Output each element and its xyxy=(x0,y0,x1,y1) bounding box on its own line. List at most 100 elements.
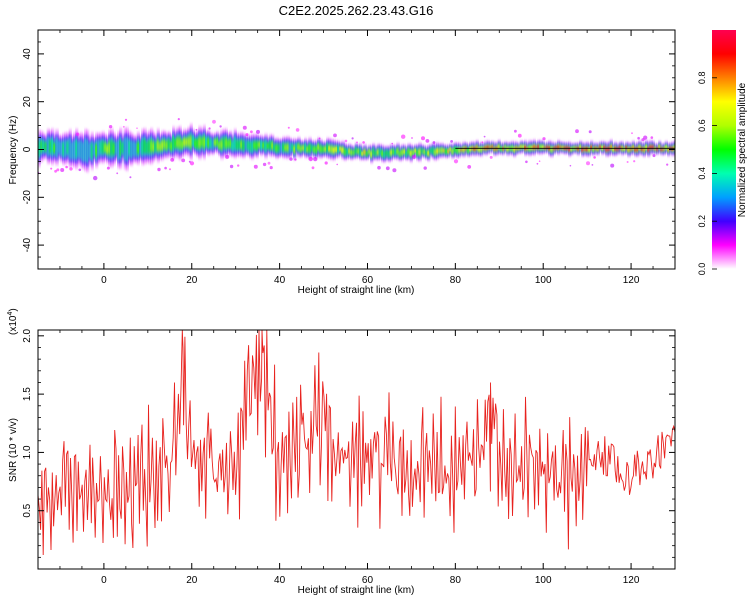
heatmap-speckle xyxy=(256,129,260,134)
heatmap-cell xyxy=(161,142,164,149)
heatmap-cell xyxy=(38,141,41,156)
heatmap-speckle xyxy=(253,164,258,169)
heatmap-cell xyxy=(632,146,635,149)
heatmap-cell xyxy=(200,139,204,146)
heatmap-cell xyxy=(376,150,380,155)
heatmap-speckle xyxy=(106,166,110,170)
heatmap-speckle xyxy=(517,133,522,138)
heatmap-cell xyxy=(271,143,274,149)
heatmap-cell xyxy=(370,152,373,157)
heatmap-cell xyxy=(66,142,70,154)
heatmap-cell xyxy=(185,139,189,146)
heatmap-cell xyxy=(53,144,57,152)
heatmap-cell xyxy=(449,148,453,151)
heatmap-cell xyxy=(403,150,406,153)
heatmap-cell xyxy=(297,144,301,150)
heatmap-cell xyxy=(178,139,182,148)
heatmap-cell xyxy=(519,146,523,148)
heatmap-cell xyxy=(93,142,96,157)
heatmap-cell xyxy=(478,148,481,151)
heatmap-cell xyxy=(453,147,457,151)
heatmap-cell xyxy=(123,137,127,161)
heatmap-cell xyxy=(541,146,545,149)
heatmap-cell xyxy=(506,148,510,150)
x-tick-label: 0 xyxy=(101,575,107,586)
heatmap-speckle xyxy=(538,160,541,162)
heatmap-cell xyxy=(365,152,369,156)
colorbar-label: Normalized spectral amplitude xyxy=(737,82,748,217)
heatmap-cell xyxy=(152,143,156,151)
heatmap-cell xyxy=(326,144,329,152)
heatmap-cell xyxy=(308,145,312,151)
heatmap-cell xyxy=(473,148,477,150)
heatmap-cell xyxy=(264,141,268,151)
heatmap-cell xyxy=(95,146,98,155)
heatmap-cell xyxy=(456,148,459,153)
heatmap-cell xyxy=(640,148,644,150)
heatmap-cell xyxy=(216,139,219,145)
heatmap-cell xyxy=(486,146,490,149)
heatmap-cell xyxy=(513,148,516,151)
heatmap-speckle xyxy=(637,136,640,140)
heatmap-speckle xyxy=(245,133,249,137)
heatmap-cell xyxy=(493,148,497,150)
heatmap-speckle xyxy=(157,167,161,172)
heatmap-cell xyxy=(596,148,600,150)
heatmap-cell xyxy=(460,149,464,151)
heatmap-speckle xyxy=(650,136,654,139)
heatmap-speckle xyxy=(536,162,539,165)
heatmap-speckle xyxy=(262,162,267,167)
heatmap-speckle xyxy=(54,169,57,173)
spectrogram-y-ticks: 40 20 0 -20 -40 xyxy=(22,29,675,270)
heatmap-cell xyxy=(150,141,153,151)
heatmap-cell xyxy=(530,147,534,149)
x-tick-label: 100 xyxy=(535,275,552,286)
heatmap-speckle xyxy=(181,158,186,163)
heatmap-speckle xyxy=(377,165,381,170)
heatmap-speckle xyxy=(50,167,53,170)
heatmap-speckle xyxy=(344,139,348,143)
x-tick-label: 40 xyxy=(274,575,286,586)
heatmap-cell xyxy=(436,150,439,153)
colorbar-tick-label: 0.4 xyxy=(697,167,707,180)
heatmap-cell xyxy=(614,147,618,150)
heatmap-speckle xyxy=(411,137,413,139)
heatmap-cell xyxy=(291,144,294,151)
heatmap-speckle xyxy=(453,159,459,164)
heatmap-cell xyxy=(324,147,327,151)
heatmap-cell xyxy=(418,149,422,155)
heatmap-cell xyxy=(623,148,626,150)
heatmap-cell xyxy=(121,142,125,153)
heatmap-cell xyxy=(387,151,391,157)
heatmap-cell xyxy=(126,137,129,161)
heatmap-speckle xyxy=(136,127,138,129)
heatmap-cell xyxy=(627,148,631,151)
heatmap-cell xyxy=(75,141,79,157)
heatmap-cell xyxy=(588,148,591,151)
heatmap-cell xyxy=(154,142,158,152)
snr-y-ticks: 2.0 1.5 1.0 0.5 xyxy=(22,328,675,558)
heatmap-cell xyxy=(603,146,607,149)
heatmap-cell xyxy=(233,138,237,150)
heatmap-cell xyxy=(163,141,167,148)
heatmap-cell xyxy=(203,138,206,147)
heatmap-cell xyxy=(299,146,303,151)
heatmap-speckle xyxy=(593,156,596,159)
heatmap-cell xyxy=(57,140,61,154)
heatmap-cell xyxy=(42,141,46,152)
heatmap-cell xyxy=(475,146,479,149)
heatmap-speckle xyxy=(311,166,315,170)
heatmap-cell xyxy=(372,148,376,155)
heatmap-cell xyxy=(656,148,659,150)
spectrogram-x-ticks: 0 20 40 60 80 100 120 xyxy=(37,30,676,286)
heatmap-cell xyxy=(266,144,270,148)
heatmap-cell xyxy=(97,139,101,157)
heatmap-speckle xyxy=(269,166,273,170)
heatmap-cell xyxy=(379,149,382,155)
heatmap-cell xyxy=(240,141,244,148)
heatmap-cell xyxy=(636,148,640,151)
heatmap-cell xyxy=(134,142,138,157)
heatmap-speckle xyxy=(69,167,73,171)
heatmap-speckle xyxy=(267,161,271,165)
